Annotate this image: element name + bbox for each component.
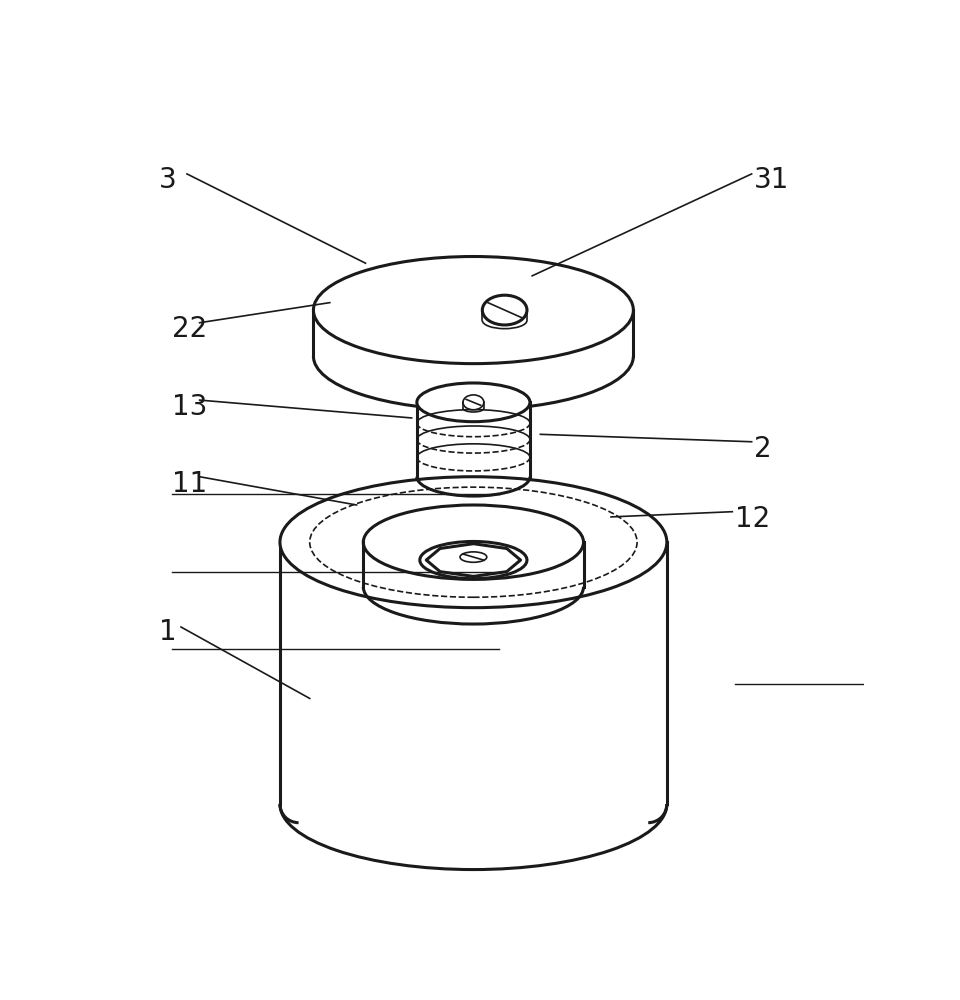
- Text: 3: 3: [158, 166, 177, 194]
- Ellipse shape: [363, 505, 584, 579]
- Ellipse shape: [313, 257, 634, 364]
- Text: 12: 12: [734, 505, 770, 533]
- Text: 1: 1: [158, 618, 177, 646]
- Text: 22: 22: [172, 315, 207, 343]
- Ellipse shape: [463, 395, 484, 410]
- Ellipse shape: [460, 552, 487, 562]
- Ellipse shape: [280, 477, 667, 608]
- Ellipse shape: [417, 383, 530, 422]
- Ellipse shape: [420, 541, 527, 579]
- Text: 31: 31: [754, 166, 789, 194]
- Ellipse shape: [482, 295, 527, 325]
- Text: 11: 11: [172, 470, 207, 498]
- Text: 2: 2: [754, 435, 772, 463]
- Text: 13: 13: [172, 393, 207, 421]
